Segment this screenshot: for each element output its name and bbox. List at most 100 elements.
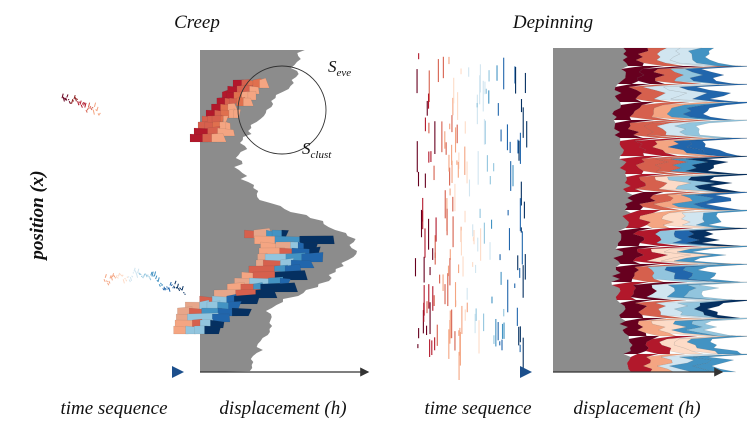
front-layer <box>614 83 650 103</box>
event-trace <box>166 286 168 288</box>
front-layer <box>659 335 742 355</box>
event-trace <box>109 275 112 279</box>
x-label: displacement (h) <box>219 398 346 419</box>
avalanche <box>247 91 257 101</box>
avalanche <box>275 282 298 293</box>
event-trace <box>125 279 128 282</box>
event-trace <box>176 283 179 289</box>
front-layer <box>692 191 747 211</box>
event-trace <box>140 275 143 278</box>
event-trace <box>149 277 152 281</box>
event-trace <box>107 282 110 286</box>
event-trace <box>169 281 172 286</box>
x-label: time sequence <box>424 398 531 419</box>
event-trace <box>96 106 99 112</box>
event-trace <box>61 93 64 99</box>
event-trace <box>161 284 164 287</box>
x-label: displacement (h) <box>573 398 700 419</box>
front-layer <box>655 227 735 247</box>
event-trace <box>145 274 148 278</box>
symbol: S <box>302 139 311 158</box>
event-trace <box>97 113 100 116</box>
event-trace <box>120 274 123 277</box>
event-trace <box>63 97 67 101</box>
front-layer <box>685 317 747 337</box>
event-trace <box>164 287 167 290</box>
title-depinning: Depinning <box>512 12 593 33</box>
front-layer <box>645 335 697 355</box>
front-layer <box>634 137 691 157</box>
event-trace <box>103 279 106 282</box>
front-layer <box>655 299 733 319</box>
event-trace <box>73 94 76 100</box>
front-layer <box>682 101 747 121</box>
front-layer <box>682 263 747 283</box>
avalanche <box>211 133 227 143</box>
front-layer <box>686 227 747 247</box>
event-trace <box>143 273 146 277</box>
event-trace <box>113 274 116 278</box>
front-layer <box>642 83 720 103</box>
event-trace <box>146 274 149 276</box>
front-layer <box>628 83 683 103</box>
front-layer <box>687 173 747 193</box>
avalanche <box>299 235 335 245</box>
event-trace <box>135 273 139 278</box>
subscript: eve <box>337 67 352 79</box>
event-trace <box>131 275 134 278</box>
event-trace <box>133 267 136 272</box>
event-trace <box>66 94 69 98</box>
event-trace <box>115 274 118 279</box>
avalanche <box>204 325 222 335</box>
event-trace <box>83 102 86 106</box>
front-layer <box>679 83 747 103</box>
front-layer <box>674 119 747 139</box>
front-layer <box>696 209 747 229</box>
front-layer <box>618 155 663 175</box>
event-trace <box>117 272 121 277</box>
event-trace <box>80 104 83 108</box>
front-layer <box>637 65 703 85</box>
avalanche <box>301 252 324 263</box>
event-trace <box>138 272 141 275</box>
event-trace <box>77 101 80 106</box>
event-trace <box>181 286 184 291</box>
event-trace <box>62 96 65 102</box>
event-trace <box>65 97 68 101</box>
event-trace <box>127 276 130 278</box>
event-trace <box>168 287 171 292</box>
event-trace <box>87 102 91 108</box>
avalanche <box>274 270 308 281</box>
avalanche <box>243 97 254 107</box>
event-trace <box>92 109 95 115</box>
event-trace <box>174 280 177 285</box>
event-trace <box>98 112 101 115</box>
event-trace <box>173 285 176 289</box>
title-creep: Creep <box>174 12 220 33</box>
event-trace <box>111 273 115 278</box>
front-layer <box>635 155 699 175</box>
event-trace <box>170 284 173 287</box>
event-trace <box>158 284 161 287</box>
front-layer <box>683 281 747 301</box>
event-trace <box>162 287 165 291</box>
event-trace <box>150 271 153 276</box>
event-trace <box>90 107 93 111</box>
event-trace <box>110 276 113 281</box>
pinned-region <box>553 48 633 372</box>
cluster-circle <box>237 65 327 155</box>
event-trace <box>122 279 125 284</box>
event-trace <box>160 282 162 285</box>
event-trace <box>157 277 160 283</box>
event-trace <box>129 276 133 282</box>
event-trace <box>104 274 107 278</box>
event-trace <box>108 280 111 284</box>
event-trace <box>93 102 97 108</box>
event-trace <box>151 271 154 277</box>
front-layer <box>624 191 664 211</box>
event-trace <box>126 276 129 278</box>
subscript: clust <box>311 149 333 161</box>
event-trace <box>106 280 108 283</box>
event-trace <box>144 273 147 275</box>
